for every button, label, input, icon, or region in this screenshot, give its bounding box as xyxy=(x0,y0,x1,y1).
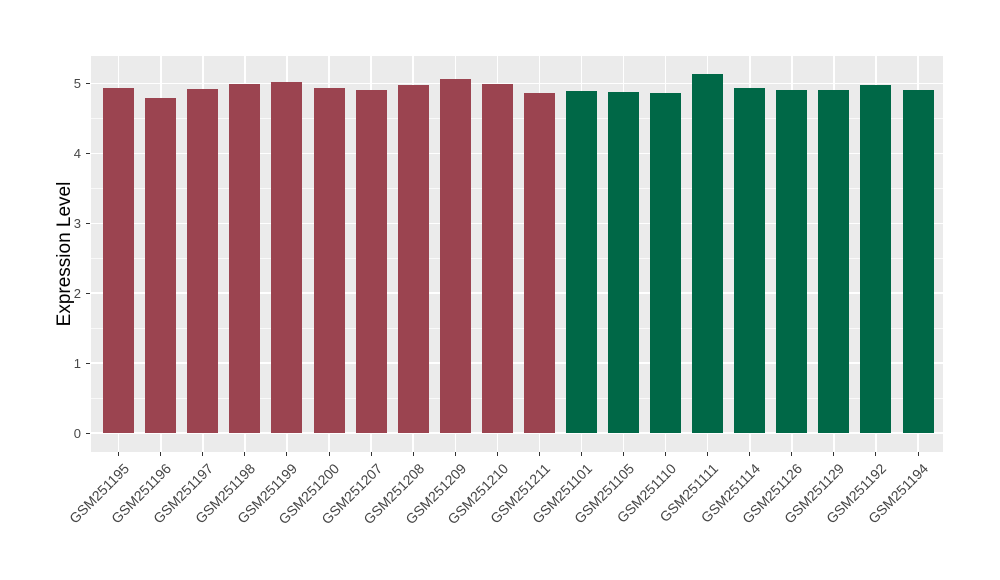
bar xyxy=(313,88,345,433)
x-axis-tick xyxy=(791,452,793,456)
bar xyxy=(145,98,177,433)
bar xyxy=(860,84,892,433)
bar xyxy=(776,89,808,433)
y-axis-tick-label: 3 xyxy=(73,215,81,231)
bar xyxy=(103,87,135,433)
bar xyxy=(818,90,850,433)
y-axis-tick-label: 1 xyxy=(73,355,81,371)
y-axis-tick xyxy=(86,292,90,294)
x-axis-tick xyxy=(412,452,414,456)
y-axis-tick-label: 5 xyxy=(73,76,81,91)
x-axis-tick xyxy=(875,452,877,456)
y-axis-tick-label: 4 xyxy=(73,145,81,161)
y-axis-title: Expression Level xyxy=(54,181,75,327)
minor-gridline xyxy=(91,397,943,399)
major-gridline xyxy=(91,82,943,85)
bar xyxy=(355,90,387,433)
y-axis-tick xyxy=(86,152,90,154)
y-axis-tick xyxy=(86,362,90,364)
x-axis-tick xyxy=(370,452,372,456)
bar xyxy=(481,84,513,433)
x-axis-tick xyxy=(496,452,498,456)
minor-gridline xyxy=(91,118,943,119)
major-gridline xyxy=(91,222,943,225)
bar xyxy=(439,78,471,433)
minor-gridline xyxy=(91,327,943,329)
minor-gridline xyxy=(91,187,943,189)
bar xyxy=(608,91,640,433)
x-axis-tick xyxy=(833,452,835,456)
y-axis-tick xyxy=(86,83,90,84)
y-axis-tick-label: 0 xyxy=(73,425,81,441)
x-axis-tick xyxy=(749,452,751,456)
major-gridline xyxy=(91,432,943,434)
plot-panel xyxy=(91,56,943,452)
bar xyxy=(229,84,261,433)
bar xyxy=(523,93,555,433)
y-axis-tick-label: 2 xyxy=(73,285,81,301)
y-axis-tick xyxy=(86,222,90,224)
bar xyxy=(734,88,766,433)
x-axis-tick xyxy=(328,452,330,456)
x-axis-tick xyxy=(454,452,456,456)
x-axis-tick xyxy=(665,452,667,456)
x-axis-tick xyxy=(707,452,709,456)
bar xyxy=(565,91,597,433)
major-gridline xyxy=(91,362,943,364)
bar xyxy=(692,74,724,433)
major-gridline xyxy=(91,292,943,294)
bar xyxy=(187,89,219,433)
x-axis-tick xyxy=(118,452,120,456)
y-axis-tick xyxy=(86,432,90,434)
x-axis-tick xyxy=(580,452,582,456)
bar xyxy=(271,82,303,433)
x-axis-tick xyxy=(917,452,919,456)
x-axis-tick xyxy=(160,452,162,456)
bar xyxy=(902,89,934,433)
major-gridline xyxy=(91,152,943,155)
bar xyxy=(397,84,429,433)
x-axis-tick xyxy=(538,452,540,456)
bar xyxy=(650,92,682,433)
minor-gridline xyxy=(91,257,943,259)
x-axis-tick xyxy=(286,452,288,456)
x-axis-tick xyxy=(623,452,625,456)
x-axis-tick xyxy=(202,452,204,456)
x-axis-tick xyxy=(244,452,246,456)
